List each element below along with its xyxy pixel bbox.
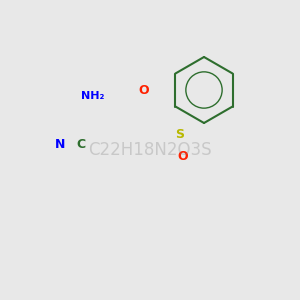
Text: S: S xyxy=(176,128,184,142)
Text: O: O xyxy=(178,149,188,163)
Text: NH₂: NH₂ xyxy=(81,91,105,101)
Text: C22H18N2O3S: C22H18N2O3S xyxy=(88,141,212,159)
Text: O: O xyxy=(139,83,149,97)
Text: N: N xyxy=(55,137,65,151)
Text: C: C xyxy=(76,137,85,151)
